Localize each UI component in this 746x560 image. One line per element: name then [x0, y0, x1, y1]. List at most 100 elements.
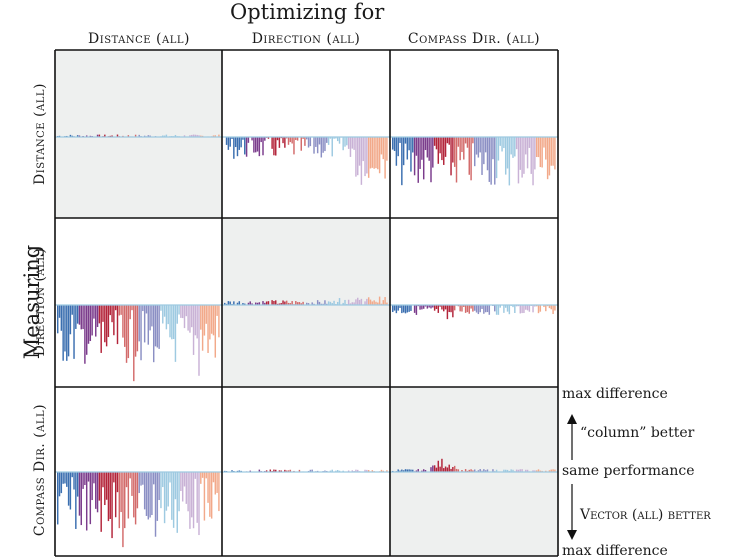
chart-bar: [421, 137, 423, 160]
chart-bar: [143, 472, 146, 510]
chart-bar: [160, 472, 162, 509]
chart-bar: [151, 472, 153, 516]
chart-bar: [147, 305, 150, 345]
chart-bar: [437, 137, 440, 164]
chart-bar: [508, 137, 511, 186]
chart-bar: [163, 305, 166, 317]
chart-bar: [515, 137, 518, 150]
chart-bar: [437, 305, 440, 313]
chart-bar: [336, 470, 339, 472]
chart-bar: [483, 469, 485, 472]
chart-bar: [156, 305, 159, 348]
chart-bar: [265, 301, 268, 305]
chart-bar: [104, 305, 106, 343]
chart-bar: [87, 472, 90, 482]
chart-bar: [514, 137, 516, 157]
chart-bar: [260, 137, 262, 143]
chart-bar: [517, 137, 520, 184]
chart-bar: [510, 469, 512, 472]
chart-bar: [408, 469, 410, 472]
chart-bar: [167, 305, 169, 325]
chart-bar: [357, 137, 359, 176]
chart-bar: [413, 305, 416, 313]
chart-bar: [477, 137, 480, 158]
chart-bar: [331, 469, 333, 472]
chart-bar: [192, 472, 195, 529]
chart-bar: [140, 305, 142, 361]
chart-bar: [278, 470, 281, 472]
chart-bar: [315, 137, 317, 147]
chart-bar: [435, 137, 438, 150]
chart-bar: [307, 303, 310, 305]
chart-bar: [432, 137, 434, 168]
chart-bar: [205, 472, 207, 479]
chart-bar: [176, 305, 178, 324]
chart-bar: [134, 134, 137, 137]
chart-bar: [216, 472, 218, 493]
chart-bar: [251, 303, 253, 305]
chart-bar: [254, 302, 257, 305]
chart-bar: [515, 305, 518, 307]
chart-bar: [278, 303, 281, 305]
chart-bar: [537, 469, 540, 472]
chart-bar: [495, 469, 498, 472]
chart-bar: [435, 467, 438, 472]
down-arrow-head-icon: [567, 530, 577, 540]
chart-bar: [73, 305, 75, 359]
chart-bar: [285, 300, 288, 305]
chart-bar: [329, 137, 332, 139]
chart-bar: [251, 137, 253, 141]
chart-bar: [244, 303, 246, 305]
chart-bar: [242, 137, 244, 140]
chart-bar: [355, 299, 357, 305]
chart-bar: [412, 469, 414, 472]
chart-bar: [461, 470, 463, 472]
chart-bar: [362, 137, 364, 162]
chart-bar: [309, 469, 312, 472]
chart-bar: [71, 305, 73, 315]
chart-bar: [147, 135, 150, 137]
chart-bar: [80, 472, 82, 526]
chart-bar: [494, 305, 496, 312]
chart-bar: [336, 137, 339, 142]
chart-bar: [258, 137, 261, 157]
chart-bar: [198, 135, 200, 137]
chart-bar: [366, 137, 368, 174]
chart-bar: [461, 137, 463, 153]
chart-bar: [514, 305, 516, 313]
chart-bar: [377, 302, 379, 305]
chart-bar: [490, 137, 492, 185]
chart-bar: [397, 305, 399, 311]
chart-bar: [464, 305, 467, 313]
chart-bar: [384, 137, 386, 179]
chart-bar: [162, 135, 164, 137]
chart-bar: [543, 305, 545, 308]
chart-bar: [66, 305, 68, 361]
chart-bar: [395, 137, 398, 166]
chart-bar: [358, 299, 361, 305]
chart-bar: [269, 469, 272, 472]
chart-bar: [360, 137, 363, 185]
chart-bar: [58, 472, 61, 497]
chart-bar: [76, 305, 79, 324]
chart-bar: [474, 469, 476, 472]
chart-bar: [459, 137, 461, 161]
chart-bar: [124, 305, 126, 347]
chart-bar: [373, 137, 375, 169]
chart-bar: [85, 472, 88, 531]
chart-bar: [313, 137, 315, 154]
chart-bar: [116, 305, 119, 345]
chart-bar: [122, 305, 124, 338]
chart-bar: [183, 472, 186, 487]
chart-bar: [271, 300, 273, 305]
chart-bar: [295, 137, 297, 141]
chart-bar: [140, 472, 142, 486]
chart-bar: [152, 472, 155, 485]
chart-bar: [120, 472, 122, 513]
chart-bar: [287, 302, 290, 305]
chart-bar: [417, 137, 419, 183]
chart-bar: [437, 460, 440, 472]
chart-bar: [311, 302, 313, 305]
chart-bar: [331, 303, 333, 305]
chart-bar: [162, 472, 164, 488]
